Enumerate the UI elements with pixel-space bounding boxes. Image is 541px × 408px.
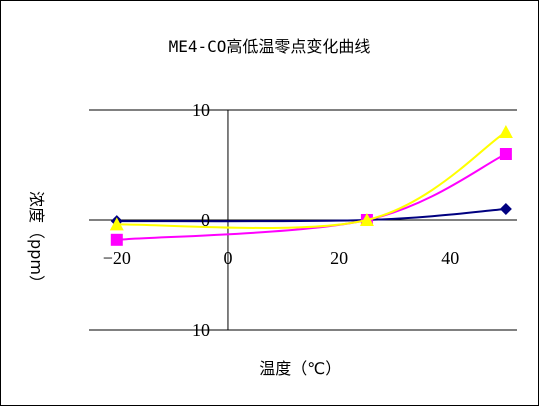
x-tick-label: 40: [441, 248, 459, 268]
x-axis-title: 温度（℃）: [259, 359, 341, 378]
series-line-0: [116, 208, 506, 223]
data-point-2-1: [359, 213, 374, 226]
x-tick-label: 20: [330, 248, 348, 268]
y-axis-title: 浓度（ppm）: [27, 191, 46, 291]
y-tick-label: −10: [182, 320, 210, 340]
x-tick-label: 0: [223, 248, 232, 268]
data-point-2-2: [498, 125, 513, 138]
x-tick-label: −20: [103, 248, 131, 268]
data-point-2-0: [109, 217, 124, 231]
y-tick-label: 0: [201, 210, 210, 230]
data-point-1-2: [499, 148, 512, 160]
data-point-1-0: [110, 233, 123, 246]
y-tick-label: 10: [192, 100, 210, 120]
data-point-0-2: [499, 203, 512, 215]
chart-title: ME4-CO高低温零点变化曲线: [168, 37, 371, 56]
series-line-2: [116, 131, 507, 229]
